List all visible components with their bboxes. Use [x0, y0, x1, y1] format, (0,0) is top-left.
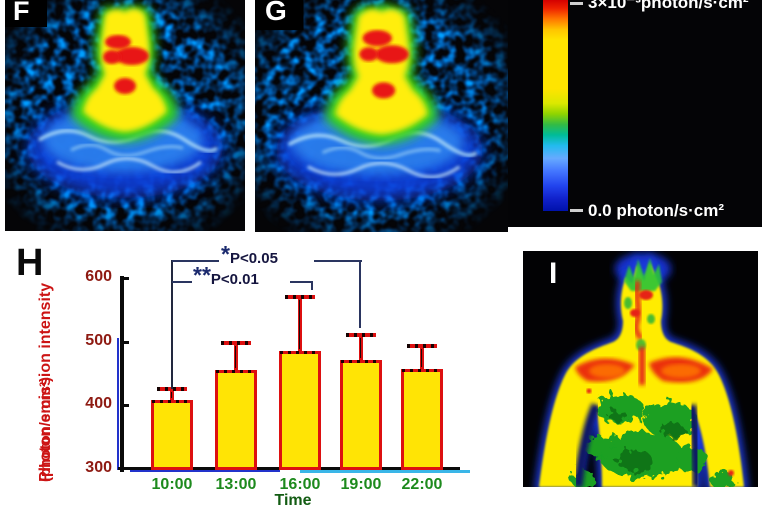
sig-bracket-line: [314, 260, 362, 262]
sig-stars: *: [221, 241, 230, 267]
error-bar-stem-core: [299, 300, 300, 349]
sig-bracket-line: [290, 281, 313, 283]
error-bar-stem: [420, 346, 424, 370]
x-tick-label: 10:00: [151, 476, 193, 493]
thermal-image-i: [523, 251, 758, 487]
panel-g: G: [255, 0, 508, 232]
bar: [151, 400, 193, 470]
error-bar-stem-core: [421, 349, 422, 368]
photon-image-g: [255, 0, 508, 232]
y-axis-title-line2: (photon/s·cm²): [37, 377, 54, 482]
colorbar-panel: 3×10⁻³photon/s·cm² 0.0 photon/s·cm²: [508, 0, 762, 227]
colorbar-max-label: 3×10⁻³photon/s·cm²: [588, 0, 749, 12]
panel-g-label: G: [265, 0, 287, 26]
error-bar-cap: [221, 340, 251, 345]
bar-top-dashes: [152, 400, 192, 404]
photon-image-f: [5, 0, 245, 231]
panel-i: I: [523, 251, 758, 487]
error-bar-cap: [285, 295, 315, 300]
error-bar-cap: [157, 387, 187, 392]
x-tick-label: 13:00: [215, 476, 257, 493]
panel-f-label: F: [13, 0, 30, 26]
bar-top-dashes: [341, 360, 381, 364]
y-tick-label: 600: [85, 268, 112, 285]
error-bar-stem: [234, 342, 238, 370]
y-axis-title: Photon emission intensity (photon/s·cm²): [36, 266, 78, 482]
error-bar-stem: [298, 297, 302, 351]
error-bar-stem-core: [235, 345, 236, 368]
error-bar-cap: [346, 333, 376, 338]
y-tick-label: 300: [85, 459, 112, 476]
x-tick-label: 22:00: [401, 476, 443, 493]
error-bar-stem-core: [171, 392, 172, 399]
y-tick-label: 400: [85, 395, 112, 413]
sig-bracket-line: [172, 281, 192, 283]
error-bar-cap: [407, 344, 437, 349]
panel-i-label: I: [549, 257, 558, 290]
sig-p-value: P<0.05: [229, 250, 278, 267]
sig-stars: **: [193, 262, 211, 288]
panel-f: F: [5, 0, 245, 231]
sig-label: ** P<0.01: [193, 262, 259, 289]
x-tick-label: 16:00: [279, 476, 321, 493]
sig-bracket-right-vertical: [359, 260, 361, 329]
sig-bracket-line: [172, 260, 219, 262]
sig-bracket-left-vertical: [171, 260, 173, 389]
x-axis-blue-accent: [130, 470, 280, 472]
sig-label: * P<0.05: [221, 241, 278, 268]
error-bar-stem: [359, 335, 363, 361]
panel-h-label: H: [16, 242, 44, 284]
sig-bracket-right-vertical: [311, 281, 313, 291]
y-axis: [120, 276, 124, 472]
sig-p-value: P<0.01: [210, 271, 259, 288]
bar-top-dashes: [216, 369, 256, 373]
colorbar-min-label: 0.0 photon/s·cm²: [588, 201, 725, 220]
x-axis-cyan-accent: [300, 470, 470, 473]
bar: [340, 360, 382, 470]
colorbar-max-tick: [570, 2, 583, 5]
bar: [279, 350, 321, 470]
y-tick-mark: [124, 404, 129, 408]
error-bar-stem-core: [360, 338, 361, 359]
x-tick-label: 19:00: [340, 476, 382, 493]
y-axis-blue-accent: [117, 338, 119, 470]
colorbar-min-tick: [570, 209, 583, 212]
error-bar-stem: [170, 389, 174, 401]
colorbar-gradient: [543, 0, 568, 211]
y-tick-mark: [124, 340, 129, 344]
y-tick-label: 500: [85, 331, 112, 349]
bar-top-dashes: [402, 369, 442, 373]
bar: [215, 369, 257, 470]
x-axis-title: Time: [274, 492, 312, 509]
bar: [401, 369, 443, 470]
bar-top-dashes: [280, 350, 320, 354]
y-tick-mark: [124, 277, 129, 280]
